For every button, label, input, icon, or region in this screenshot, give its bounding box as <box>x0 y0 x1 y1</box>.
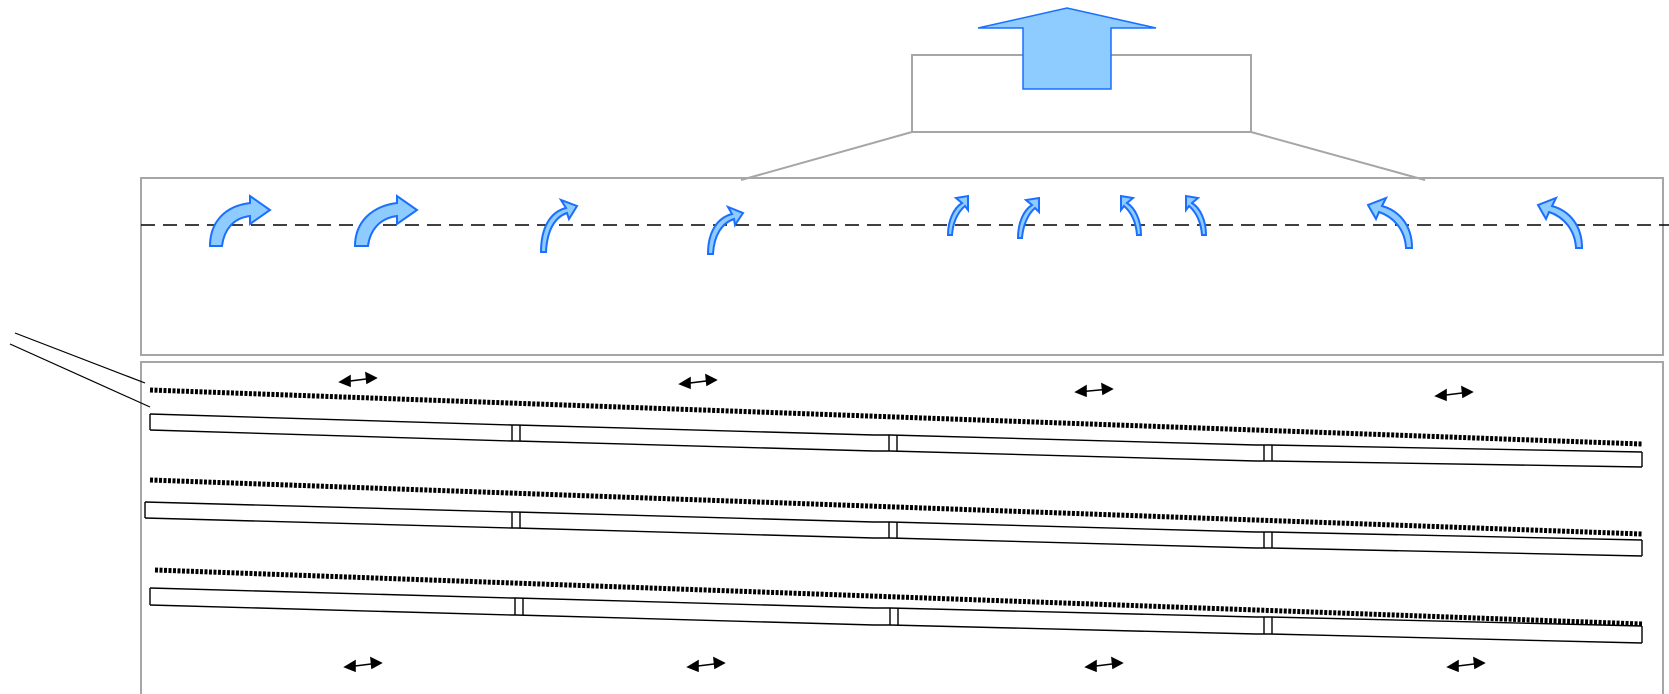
curved-arrow-icon <box>946 194 969 236</box>
double-arrow-icon <box>343 656 383 673</box>
double-arrows-bottom <box>343 656 1486 673</box>
double-arrow-icon <box>1074 382 1114 398</box>
double-arrow-icon <box>338 371 378 388</box>
shelf-2 <box>144 477 1643 557</box>
curved-arrow-icon <box>208 194 272 247</box>
double-arrows-top <box>338 371 1474 402</box>
double-arrow-icon <box>678 373 718 390</box>
feed-line-1 <box>14 332 146 384</box>
plenum-box <box>140 177 1664 356</box>
double-arrow-icon <box>1446 656 1486 673</box>
shelf-dotted-top <box>149 477 1643 537</box>
curved-arrow-icon <box>706 205 745 255</box>
shelf-tray-top <box>149 587 1643 627</box>
double-arrow-icon <box>1434 385 1474 402</box>
shelf-tray-top <box>149 413 1643 453</box>
shelf-3 <box>149 567 1643 644</box>
curved-arrow-icon <box>353 194 419 247</box>
shelf-dotted-top <box>149 387 1643 447</box>
up-arrow-icon <box>977 7 1157 90</box>
rack-box <box>140 361 1664 694</box>
curved-arrow-icon <box>1536 196 1584 249</box>
airflow-arrows <box>208 194 1584 255</box>
shelf-dotted-top <box>154 567 1643 627</box>
shelf-tray-bottom <box>144 517 1643 557</box>
curved-arrow-icon <box>1016 196 1040 239</box>
hood-left-slope <box>740 131 913 181</box>
duct-plenum <box>140 177 1669 356</box>
curved-arrow-icon <box>539 198 579 253</box>
feed-line-2 <box>9 343 151 408</box>
double-arrow-icon <box>1084 656 1124 673</box>
exhaust-hood <box>740 7 1426 181</box>
double-arrow-icon <box>686 656 726 673</box>
shelf-tray-bottom <box>149 604 1643 644</box>
curved-arrow-icon <box>1366 196 1414 249</box>
curved-arrow-icon <box>1120 194 1143 236</box>
shelf-1 <box>149 387 1643 468</box>
curved-arrow-icon <box>1185 194 1208 236</box>
hood-right-slope <box>1250 131 1426 181</box>
shelf-rack <box>9 332 1664 694</box>
